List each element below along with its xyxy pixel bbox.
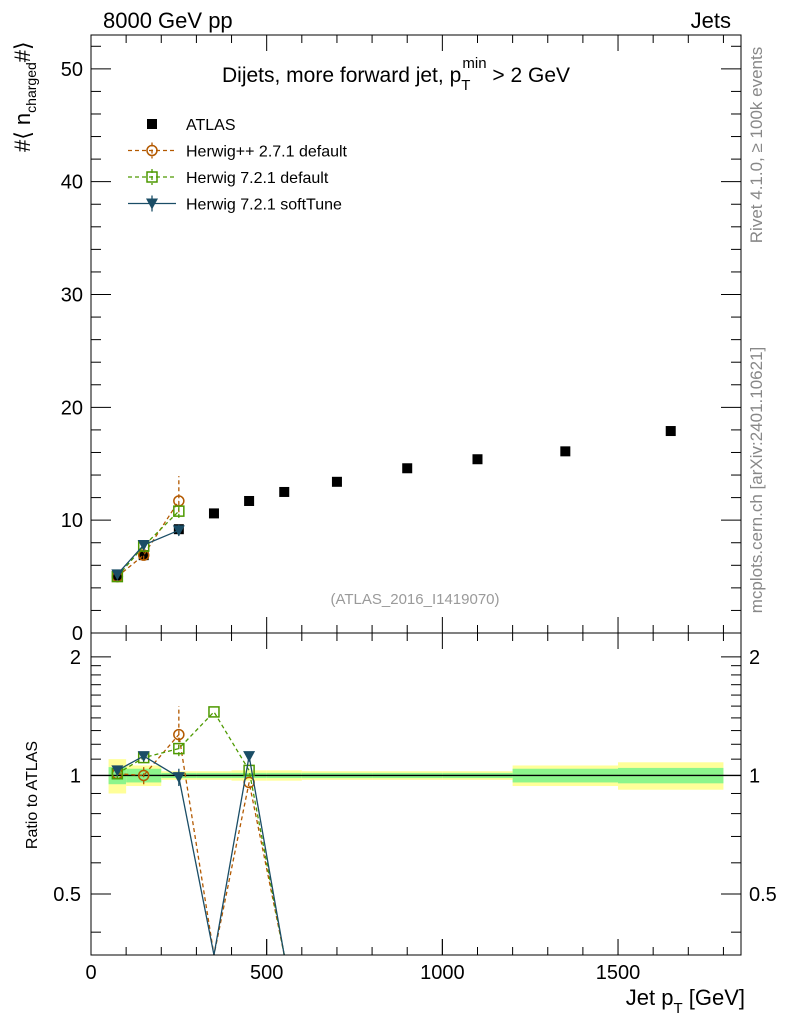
header-left-label: 8000 GeV pp — [103, 8, 233, 33]
x-tick-label: 1000 — [420, 962, 465, 984]
ratio-point-herwig-7-2-1-softtune — [172, 772, 185, 784]
ratio-y-tick-label: 0.5 — [53, 884, 81, 906]
analysis-watermark: (ATLAS_2016_I1419070) — [330, 591, 499, 608]
header-right-label: Jets — [691, 8, 731, 33]
main-y-tick-label: 30 — [61, 285, 83, 307]
data-point-atlas — [472, 454, 483, 465]
data-point-herwig-7-2-1-default — [173, 505, 185, 517]
ratio-y-tick-label-right: 2 — [749, 647, 760, 669]
legend-label-herwig-7-2-1-softtune: Herwig 7.2.1 softTune — [186, 197, 342, 214]
main-y-axis-label-sub: charged — [23, 62, 39, 113]
ratio-line-herwig-7-2-1-default — [117, 710, 285, 956]
rivet-version-label: Rivet 4.1.0, ≥ 100k events — [747, 47, 766, 243]
ratio-y-tick-label: 1 — [70, 765, 81, 787]
x-tick-label: 0 — [85, 962, 96, 984]
data-point-atlas — [331, 476, 342, 487]
legend-label-atlas: ATLAS — [186, 117, 236, 134]
ratio-y-tick-label: 2 — [70, 647, 81, 669]
ratio-y-tick-label-right: 0.5 — [749, 884, 777, 906]
data-point-herwig-7-2-1-softtune — [111, 569, 124, 581]
x-axis-label-sub: T — [673, 1000, 682, 1017]
ratio-point-herwig-7-2-1-softtune — [243, 751, 256, 763]
series-line-herwig-7-2-1-default — [116, 510, 180, 578]
legend-marker-atlas — [147, 119, 157, 129]
data-point-atlas — [665, 426, 676, 437]
main-y-axis-label-post: #⟩ — [10, 41, 35, 62]
x-tick-label: 500 — [250, 962, 283, 984]
ratio-point-herwig-7-2-1-softtune — [137, 751, 150, 763]
data-point-atlas — [560, 446, 571, 457]
main-y-axis-label: #⟨ ncharged#⟩ — [10, 41, 39, 152]
chart-title: Dijets, more forward jet, pTmin > 2 GeV — [222, 55, 570, 94]
chart-title-post: > 2 GeV — [487, 64, 570, 87]
chart-title-text: Dijets, more forward jet, p — [222, 64, 461, 87]
ratio-point-herwig-2-7-1-default — [173, 728, 185, 741]
legend-marker-herwig-7-2-1-default — [146, 171, 158, 183]
main-y-tick-label: 10 — [61, 510, 83, 532]
ratio-plot-frame — [90, 632, 742, 956]
chart-title-sub: T — [461, 77, 470, 94]
x-axis-label-post: [GeV] — [683, 985, 745, 1010]
legend-label-herwig-2-7-1-default: Herwig++ 2.7.1 default — [186, 144, 348, 161]
legend: ATLAS Herwig++ 2.7.1 default Herwig 7.2.1 … — [128, 117, 348, 214]
x-axis-label-text: Jet p — [626, 985, 674, 1010]
legend-label-herwig-7-2-1-default: Herwig 7.2.1 default — [186, 170, 329, 187]
data-point-herwig-7-2-1-softtune — [137, 539, 150, 551]
data-point-atlas — [244, 495, 255, 506]
main-y-axis-label-text: #⟨ n — [10, 113, 35, 152]
legend-marker-herwig-7-2-1-softtune — [146, 198, 158, 210]
mcplots-label: mcplots.cern.ch [arXiv:2401.10621] — [747, 347, 766, 613]
data-point-atlas — [279, 486, 290, 497]
x-tick-label: 1500 — [596, 962, 641, 984]
main-y-tick-label: 20 — [61, 397, 83, 419]
main-y-tick-label: 40 — [61, 172, 83, 194]
ratio-point-herwig-7-2-1-default — [243, 764, 255, 777]
chart-title-sup: min — [462, 55, 486, 72]
series-line-herwig-2-7-1-default — [116, 500, 180, 578]
legend-marker-herwig-2-7-1-default — [146, 144, 158, 157]
main-y-tick-label: 50 — [61, 59, 83, 81]
main-plot-panel: 0 10 20 30 40 50 Dijets, more forward jet, pT… — [10, 34, 742, 645]
ratio-plot-panel: 0.5 0.5 1 1 2 2 0 500 1000 1500 Ratio to ATLAS Je… — [24, 632, 777, 1017]
ratio-line-herwig-7-2-1-softtune — [117, 755, 285, 956]
main-y-tick-label: 0 — [72, 623, 83, 645]
data-point-herwig-7-2-1-softtune — [172, 525, 185, 537]
ratio-point-herwig-7-2-1-softtune — [111, 765, 124, 777]
data-point-atlas — [402, 463, 413, 474]
data-point-atlas — [138, 550, 149, 561]
data-point-atlas — [208, 508, 219, 519]
x-axis-label: Jet pT [GeV] — [626, 985, 745, 1017]
ratio-point-herwig-2-7-1-default — [137, 769, 150, 782]
ratio-y-tick-label-right: 1 — [749, 765, 760, 787]
ratio-y-axis-label: Ratio to ATLAS — [24, 741, 41, 849]
ratio-point-herwig-7-2-1-default — [208, 706, 220, 718]
ratio-point-herwig-7-2-1-default — [173, 742, 185, 755]
